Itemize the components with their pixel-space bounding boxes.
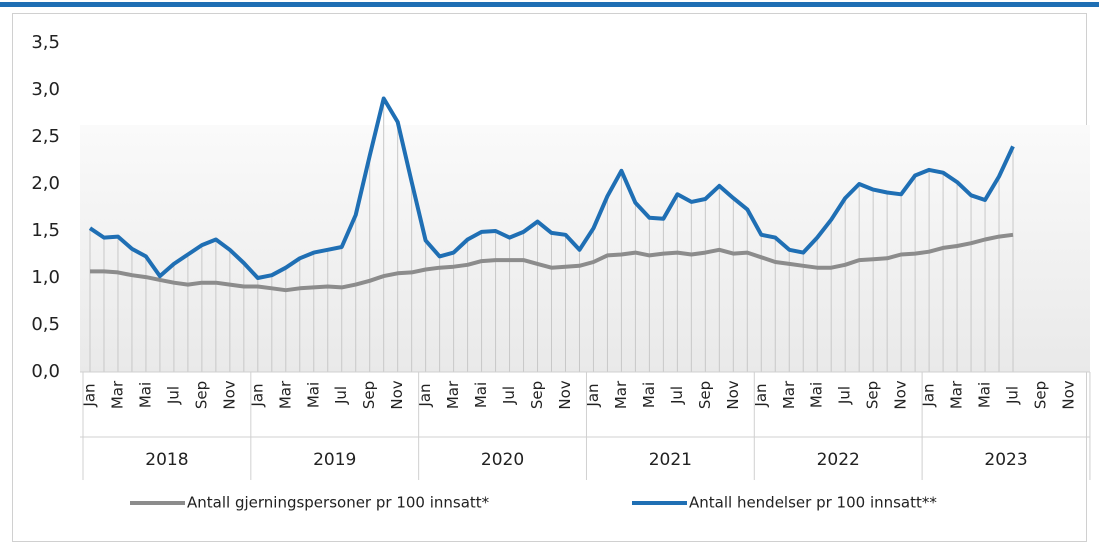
legend-label: Antall hendelser pr 100 innsatt** — [689, 494, 937, 512]
x-tick-label: Mai — [304, 382, 322, 408]
x-tick-label: Nov — [1059, 380, 1077, 409]
x-tick-label: Mar — [276, 380, 294, 409]
x-tick-label: Jan — [81, 383, 99, 407]
x-tick-label: Jul — [500, 386, 518, 405]
y-tick-label: 0,5 — [31, 314, 60, 335]
year-label: 2018 — [145, 450, 188, 470]
x-tick-label: Sep — [192, 381, 210, 409]
x-tick-label: Sep — [864, 381, 882, 409]
x-tick-label: Sep — [360, 381, 378, 409]
x-tick-label: Nov — [892, 380, 910, 409]
series-line — [90, 232, 1014, 293]
x-tick-label: Jul — [164, 386, 182, 405]
y-tick-label: 3,5 — [31, 32, 60, 53]
year-label: 2019 — [313, 450, 356, 470]
x-tick-label: Mar — [948, 380, 966, 409]
x-tick-label: Jan — [248, 383, 266, 407]
x-tick-label: Jul — [1004, 386, 1022, 405]
x-tick-label: Nov — [556, 380, 574, 409]
x-tick-label: Mar — [444, 380, 462, 409]
series-line — [88, 96, 1015, 280]
year-label: 2023 — [984, 450, 1027, 470]
x-tick-label: Jul — [332, 386, 350, 405]
year-label: 2021 — [649, 450, 692, 470]
top-bar — [0, 2, 1099, 7]
y-tick-label: 3,0 — [31, 79, 60, 100]
x-tick-label: Nov — [220, 380, 238, 409]
y-tick-label: 1,0 — [31, 267, 60, 288]
year-label: 2020 — [481, 450, 524, 470]
x-tick-label: Jan — [752, 383, 770, 407]
year-label: 2022 — [817, 450, 860, 470]
x-tick-label: Mar — [108, 380, 126, 409]
y-tick-label: 1,5 — [31, 220, 60, 241]
x-tick-label: Jan — [416, 383, 434, 407]
x-tick-label: Sep — [696, 381, 714, 409]
x-tick-label: Sep — [1031, 381, 1049, 409]
x-tick-label: Mai — [640, 382, 658, 408]
y-tick-label: 0,0 — [31, 361, 60, 382]
x-tick-label: Nov — [724, 380, 742, 409]
x-tick-label: Mai — [808, 382, 826, 408]
x-tick-label: Mar — [780, 380, 798, 409]
x-tick-label: Jul — [668, 386, 686, 405]
legend-label: Antall gjerningspersoner pr 100 innsatt* — [187, 494, 490, 512]
x-tick-label: Mar — [612, 380, 630, 409]
y-tick-label: 2,5 — [31, 126, 60, 147]
x-tick-label: Sep — [528, 381, 546, 409]
y-tick-label: 2,0 — [31, 173, 60, 194]
x-tick-label: Mai — [472, 382, 490, 408]
x-tick-label: Jan — [920, 383, 938, 407]
x-tick-label: Nov — [388, 380, 406, 409]
plot-background — [80, 125, 1090, 372]
x-tick-label: Jul — [836, 386, 854, 405]
x-tick-label: Mai — [976, 382, 994, 408]
x-tick-label: Mai — [136, 382, 154, 408]
x-tick-label: Jan — [584, 383, 602, 407]
